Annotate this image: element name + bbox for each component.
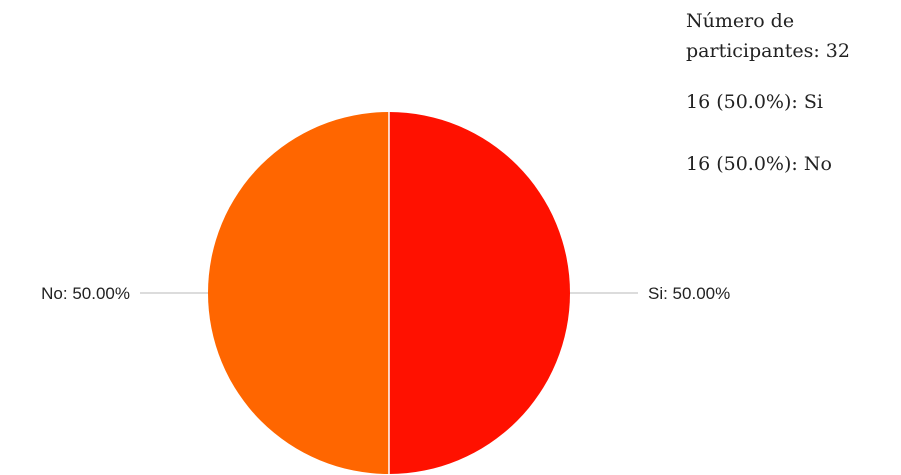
pie-slice-si	[389, 112, 570, 474]
participants-total: Número de participantes: 32	[686, 10, 850, 62]
summary-no: 16 (50.0%): No	[686, 153, 832, 175]
summary-si: 16 (50.0%): Si	[686, 91, 823, 113]
summary-panel: Número de participantes: 32 16 (50.0%): …	[686, 6, 898, 211]
pie-slice-no	[208, 112, 389, 474]
slice-label-si: Si: 50.00%	[648, 284, 730, 303]
slice-label-no: No: 50.00%	[41, 284, 130, 303]
